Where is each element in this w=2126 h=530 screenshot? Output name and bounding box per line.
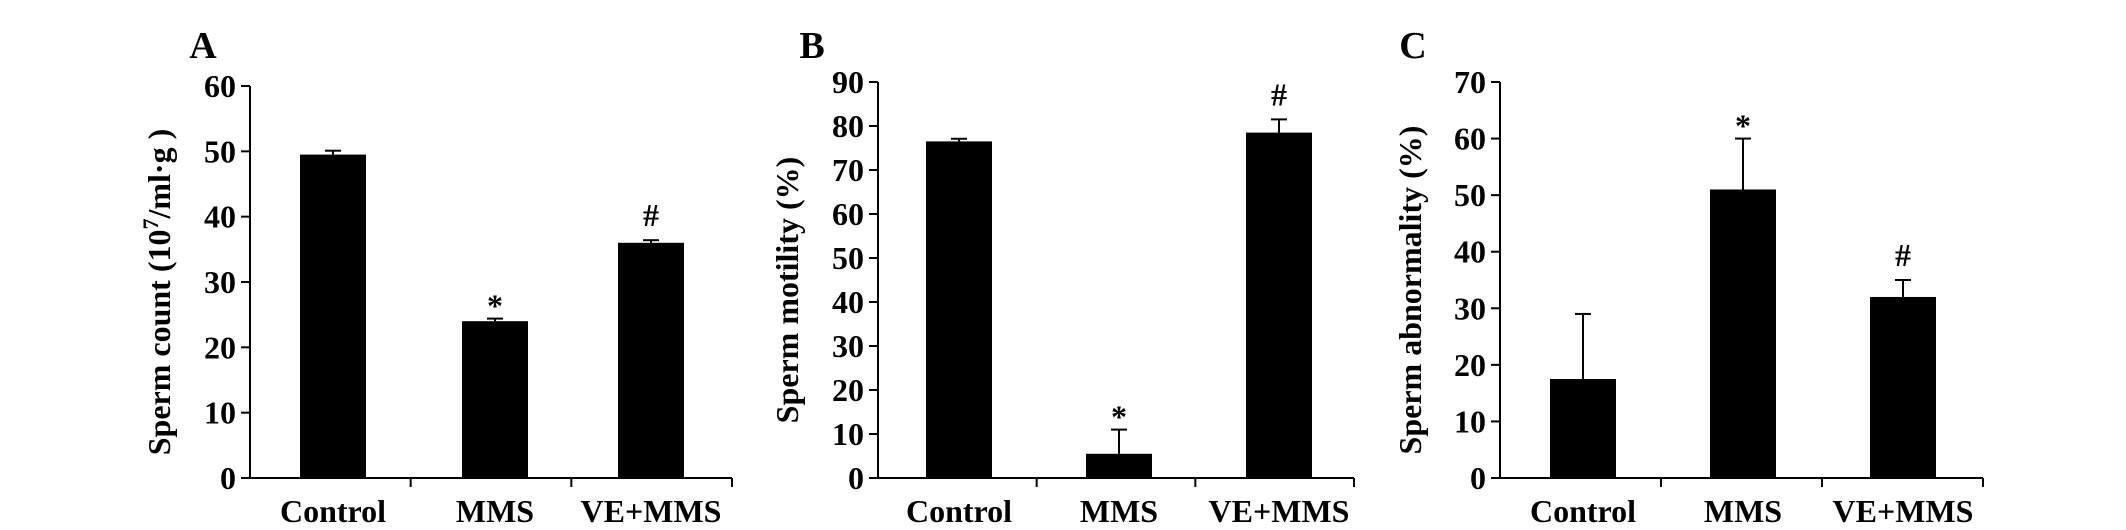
significance-mark-c-2: # bbox=[1895, 237, 1911, 273]
bar-c-1 bbox=[1710, 189, 1776, 478]
y-tick-label-b-40: 40 bbox=[832, 284, 864, 320]
y-tick-label-c-70: 70 bbox=[1454, 64, 1486, 100]
bar-a-1 bbox=[462, 321, 528, 478]
significance-mark-a-1: * bbox=[487, 288, 503, 324]
y-tick-label-c-0: 0 bbox=[1470, 460, 1486, 496]
y-axis-title-a: Sperm count (107/ml·g ) bbox=[138, 129, 177, 456]
y-axis-title-tail-a: /ml·g ) bbox=[141, 129, 177, 220]
y-tick-label-c-30: 30 bbox=[1454, 290, 1486, 326]
panel-letter-c: C bbox=[1399, 25, 1426, 67]
significance-mark-b-1: * bbox=[1111, 399, 1127, 435]
category-label-a-0: Control bbox=[280, 493, 386, 529]
y-tick-label-a-30: 30 bbox=[204, 264, 236, 300]
y-tick-label-b-0: 0 bbox=[848, 460, 864, 496]
category-label-b-0: Control bbox=[906, 493, 1012, 529]
y-axis-title-c: Sperm abnormality (%) bbox=[1392, 126, 1428, 455]
y-tick-label-a-0: 0 bbox=[220, 460, 236, 496]
y-tick-label-b-80: 80 bbox=[832, 108, 864, 144]
bar-c-2 bbox=[1870, 296, 1936, 478]
panel-letter-b: B bbox=[799, 25, 824, 67]
category-label-a-2: VE+MMS bbox=[581, 493, 722, 529]
y-axis-title-superscript-a: 7 bbox=[138, 219, 163, 230]
y-tick-label-b-10: 10 bbox=[832, 416, 864, 452]
significance-mark-b-2: # bbox=[1271, 76, 1287, 112]
significance-mark-a-2: # bbox=[643, 197, 659, 233]
bar-b-2 bbox=[1246, 132, 1312, 478]
panel-letter-a: A bbox=[189, 25, 217, 67]
y-tick-label-b-60: 60 bbox=[832, 196, 864, 232]
y-tick-label-b-30: 30 bbox=[832, 328, 864, 364]
y-tick-label-b-70: 70 bbox=[832, 152, 864, 188]
bar-b-0 bbox=[926, 141, 992, 478]
y-tick-label-b-90: 90 bbox=[832, 64, 864, 100]
y-axis-title-b: Sperm motility (%) bbox=[769, 157, 805, 424]
category-label-a-1: MMS bbox=[456, 493, 534, 529]
y-tick-label-b-20: 20 bbox=[832, 372, 864, 408]
significance-mark-c-1: * bbox=[1735, 108, 1751, 144]
category-label-c-2: VE+MMS bbox=[1833, 493, 1974, 529]
y-tick-label-a-50: 50 bbox=[204, 133, 236, 169]
category-label-b-1: MMS bbox=[1080, 493, 1158, 529]
y-tick-label-a-40: 40 bbox=[204, 199, 236, 235]
bar-b-1 bbox=[1086, 453, 1152, 478]
category-label-b-2: VE+MMS bbox=[1209, 493, 1350, 529]
y-tick-label-a-20: 20 bbox=[204, 329, 236, 365]
y-tick-label-c-20: 20 bbox=[1454, 347, 1486, 383]
y-tick-label-c-40: 40 bbox=[1454, 234, 1486, 270]
bar-a-0 bbox=[300, 154, 366, 478]
bar-a-2 bbox=[618, 242, 684, 478]
bar-c-0 bbox=[1550, 379, 1616, 478]
category-label-c-1: MMS bbox=[1704, 493, 1782, 529]
y-tick-label-c-60: 60 bbox=[1454, 121, 1486, 157]
y-tick-label-b-50: 50 bbox=[832, 240, 864, 276]
y-tick-label-c-10: 10 bbox=[1454, 403, 1486, 439]
y-tick-label-a-60: 60 bbox=[204, 68, 236, 104]
y-axis-title-main-a: Sperm count (10 bbox=[141, 230, 177, 456]
y-tick-label-c-50: 50 bbox=[1454, 177, 1486, 213]
category-label-c-0: Control bbox=[1530, 493, 1636, 529]
y-tick-label-a-10: 10 bbox=[204, 395, 236, 431]
